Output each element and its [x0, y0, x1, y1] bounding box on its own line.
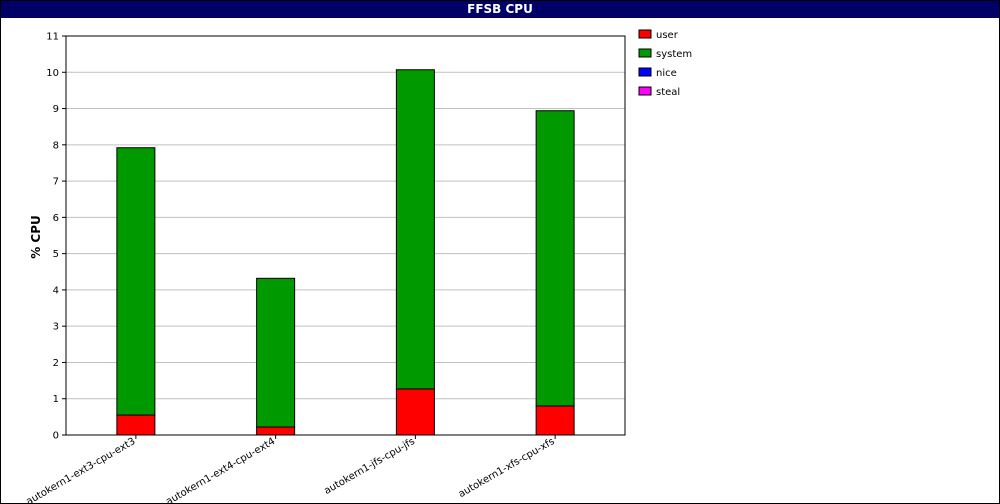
legend-swatch-nice — [638, 67, 652, 77]
x-category-label: autokern1-xfs-cpu-xfs — [457, 436, 557, 500]
legend-swatch-user — [638, 29, 652, 39]
bar-segment-system — [256, 277, 296, 428]
bar-segment-system — [535, 110, 575, 407]
bar-segment-user — [116, 414, 156, 436]
legend-label-nice: nice — [656, 68, 677, 79]
x-category-label: autokern1-ext4-cpu-ext4 — [164, 436, 277, 504]
y-tick-label: 3 — [53, 322, 59, 333]
y-tick-label: 8 — [53, 140, 59, 151]
legend: user system nice steal — [638, 29, 692, 98]
x-category-label: autokern1-jfs-cpu-jfs — [322, 436, 416, 497]
y-tick-label: 2 — [53, 358, 59, 369]
axes — [62, 35, 626, 439]
y-tick-label: 5 — [53, 249, 59, 260]
y-tick-label: 10 — [46, 68, 59, 79]
bar-segment-system — [116, 147, 156, 416]
legend-swatch-system — [638, 48, 652, 58]
bar-segment-system — [395, 69, 435, 390]
y-tick-labels: 0 1 2 3 4 5 6 7 8 9 10 11 — [46, 32, 59, 442]
bar-segment-user — [395, 388, 435, 436]
legend-label-system: system — [656, 49, 692, 60]
y-tick-label: 11 — [46, 32, 59, 43]
bar-segment-user — [535, 405, 575, 436]
bars — [116, 69, 575, 436]
title-bar: FFSB CPU — [1, 1, 999, 18]
y-tick-label: 6 — [53, 213, 59, 224]
chart-title: FFSB CPU — [467, 2, 533, 16]
plot-area-border — [65, 35, 626, 436]
y-axis-title: % CPU — [29, 215, 43, 259]
x-category-labels: autokern1-ext3-cpu-ext3 autokern1-ext4-cp… — [24, 436, 556, 504]
legend-label-steal: steal — [656, 87, 680, 98]
y-tick-label: 9 — [53, 104, 59, 115]
bar-segment-user — [256, 426, 296, 436]
y-tick-label: 1 — [53, 394, 59, 405]
y-tick-label: 7 — [53, 177, 59, 188]
x-category-label: autokern1-ext3-cpu-ext3 — [24, 436, 137, 504]
legend-swatch-steal — [638, 86, 652, 96]
y-tick-label: 4 — [53, 285, 59, 296]
y-tick-label: 0 — [53, 431, 59, 442]
legend-label-user: user — [656, 30, 679, 41]
